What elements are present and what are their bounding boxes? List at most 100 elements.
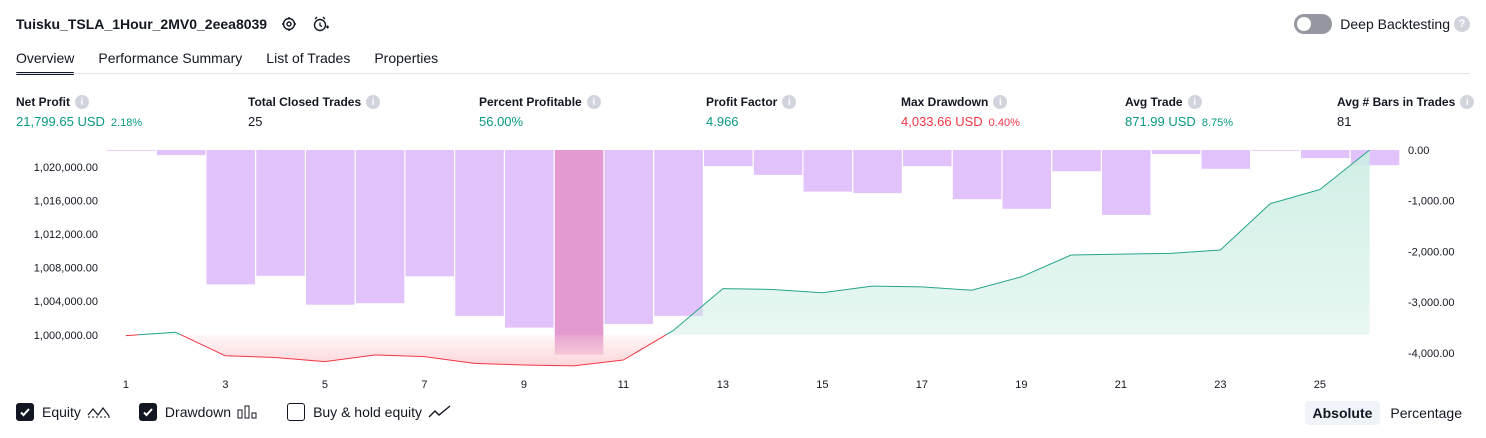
strategy-header: Tuisku_TSLA_1Hour_2MV0_2eea8039: [16, 12, 331, 36]
drawdown-bar: [505, 150, 554, 328]
settings-gear-icon[interactable]: [279, 14, 299, 34]
equity-line-segment: [180, 334, 226, 357]
tab-list-of-trades[interactable]: List of Trades: [266, 50, 351, 66]
equity-line-segment: [474, 362, 524, 366]
deep-backtesting-control: Deep Backtesting ?: [1294, 12, 1470, 36]
buy-hold-line-icon: [428, 405, 452, 419]
right-axis-tick-label: -1,000.00: [1408, 196, 1454, 208]
drawdown-bar: [1201, 150, 1250, 169]
info-icon[interactable]: i: [1187, 95, 1202, 109]
equity-line-segment: [1170, 249, 1221, 254]
x-axis-tick-label: 15: [816, 379, 828, 391]
percentage-button[interactable]: Percentage: [1390, 405, 1462, 421]
info-icon[interactable]: i: [75, 95, 89, 109]
metric-value: 4.966: [706, 114, 739, 129]
drawdown-bar: [903, 150, 952, 167]
drawdown-checkbox[interactable]: [138, 403, 157, 421]
equity-line-segment: [1220, 203, 1271, 251]
equity-line-segment: [225, 355, 276, 358]
info-icon[interactable]: i: [993, 95, 1008, 109]
right-axis-tick-label: 0.00: [1408, 145, 1429, 157]
metric-label: Net Profit: [16, 95, 70, 109]
drawdown-bar: [604, 150, 653, 324]
equity-line-segment: [1319, 149, 1370, 190]
equity-line-segment: [1071, 253, 1121, 256]
metric-avg-bars-in-trades: Avg # Bars in Trades i 81: [1337, 94, 1475, 129]
legend-label: Buy & hold equity: [313, 404, 423, 420]
left-axis-tick-label: 1,004,000.00: [34, 296, 98, 308]
metric-percent: 2.18%: [110, 117, 143, 129]
legend-drawdown[interactable]: Drawdown: [138, 403, 259, 421]
metric-value: 81: [1337, 114, 1352, 129]
left-axis-tick-label: 1,020,000.00: [34, 162, 98, 174]
drawdown-bar: [455, 150, 504, 316]
x-axis-tick-label: 5: [322, 379, 328, 391]
equity-line-segment: [921, 286, 972, 291]
equity-line-segment: [523, 364, 574, 367]
tab-properties[interactable]: Properties: [374, 50, 439, 66]
info-icon[interactable]: i: [782, 95, 797, 109]
x-axis-tick-label: 1: [123, 379, 129, 391]
equity-checkbox[interactable]: [16, 403, 34, 421]
drawdown-bar: [1002, 150, 1051, 209]
equity-area-positive: [125, 150, 1370, 335]
drawdown-bar: [654, 150, 703, 316]
x-axis-tick-label: 17: [916, 379, 928, 391]
x-axis-tick-label: 13: [717, 379, 729, 391]
metric-percent: 0.40%: [988, 117, 1020, 129]
x-axis-tick-label: 9: [521, 379, 527, 391]
drawdown-bar: [753, 150, 803, 175]
drawdown-bar: [704, 150, 753, 167]
equity-area-negative: [125, 334, 1370, 366]
legend-buy-hold-equity[interactable]: Buy & hold equity: [287, 403, 452, 421]
equity-line-segment: [424, 356, 475, 364]
drawdown-bar: [405, 150, 454, 277]
drawdown-bar: [1301, 150, 1350, 159]
x-axis-tick-label: 19: [1015, 379, 1027, 391]
equity-line-segment: [872, 285, 922, 288]
legend-label: Equity: [42, 404, 81, 420]
absolute-button[interactable]: Absolute: [1304, 401, 1381, 425]
info-icon[interactable]: i: [366, 95, 381, 109]
equity-drawdown-chart[interactable]: 1,000,000.00 1,004,000.00 1,008,000.00 1,01…: [0, 140, 1486, 395]
x-axis-tick-label: 25: [1314, 379, 1326, 391]
drawdown-bar: [1102, 150, 1151, 215]
deep-backtesting-label: Deep Backtesting: [1340, 16, 1450, 32]
drawdown-bar: [107, 150, 156, 151]
x-axis-tick-label: 7: [421, 379, 427, 391]
metric-net-profit: Net Profit i 21,799.65 USD 2.18%: [16, 94, 142, 129]
equity-line-segment: [1120, 252, 1171, 255]
tab-performance-summary[interactable]: Performance Summary: [98, 50, 243, 66]
report-tabs: Overview Performance Summary List of Tra…: [16, 44, 462, 76]
equity-line-segment: [125, 334, 139, 337]
equity-line-segment: [324, 354, 375, 363]
deep-backtesting-toggle[interactable]: [1294, 14, 1333, 34]
drawdown-bar: [952, 150, 1002, 200]
left-axis-tick-label: 1,008,000.00: [34, 263, 98, 275]
help-icon[interactable]: ?: [1454, 16, 1470, 32]
equity-line-segment: [971, 276, 1022, 291]
drawdown-bar: [156, 150, 206, 156]
right-axis-tick-label: -2,000.00: [1408, 246, 1454, 258]
x-axis-tick-label: 23: [1214, 379, 1226, 391]
info-icon[interactable]: i: [1460, 95, 1475, 109]
metric-value: 25: [248, 114, 263, 129]
x-axis-tick-label: 21: [1115, 379, 1127, 391]
equity-line-icon: [87, 405, 111, 419]
view-mode-switch: Absolute Percentage: [1303, 401, 1471, 425]
metric-label: Avg # Bars in Trades: [1337, 95, 1456, 109]
equity-line-segment: [672, 288, 724, 331]
metric-label: Avg Trade: [1125, 95, 1183, 109]
equity-line-segment: [722, 288, 773, 290]
add-alert-icon[interactable]: [311, 14, 331, 34]
equity-line-segment: [772, 288, 823, 294]
legend-equity[interactable]: Equity: [16, 403, 111, 421]
info-icon[interactable]: i: [586, 95, 601, 109]
equity-line-segment: [623, 334, 667, 361]
buy-hold-checkbox[interactable]: [287, 403, 306, 421]
metric-value: 871.99 USD: [1125, 114, 1196, 129]
drawdown-bar: [256, 150, 305, 276]
drawdown-bar: [306, 150, 355, 305]
tab-overview[interactable]: Overview: [16, 44, 75, 76]
drawdown-bars-icon: [237, 405, 259, 419]
